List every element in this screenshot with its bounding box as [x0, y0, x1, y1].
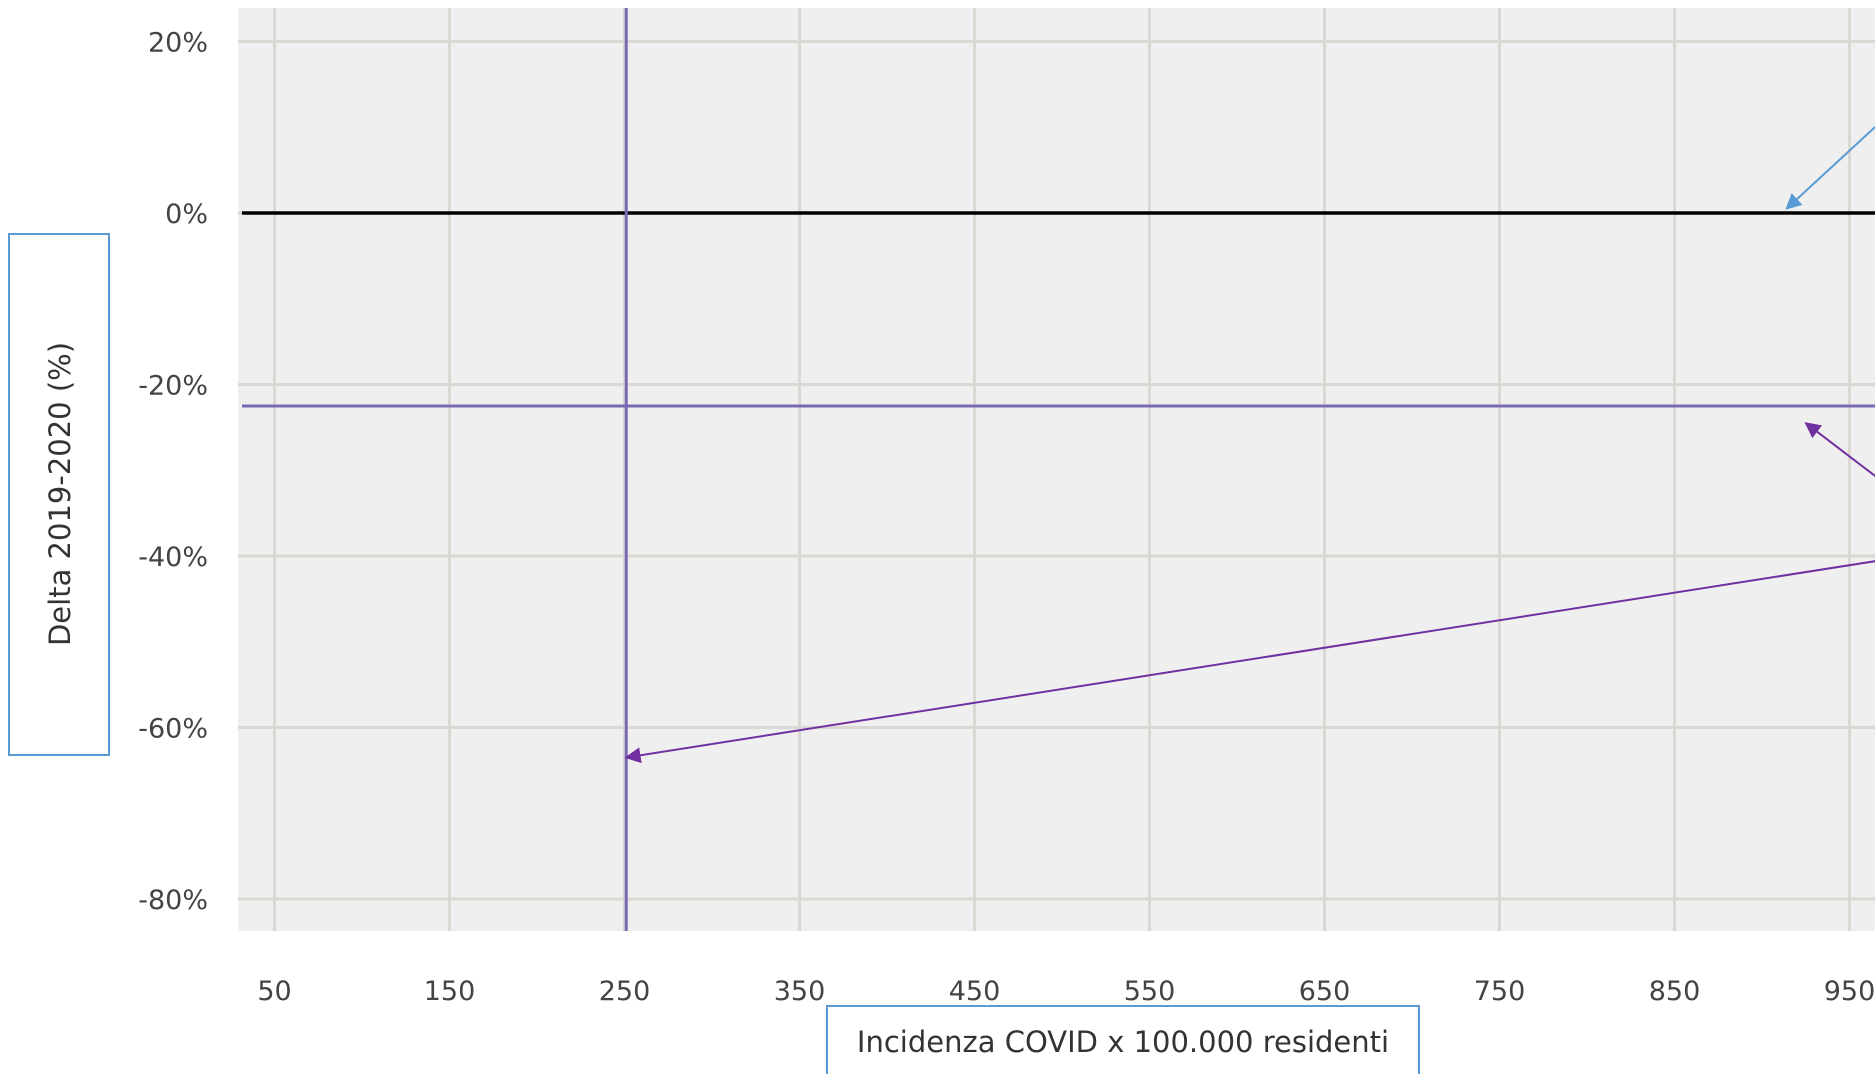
y-axis-title: Delta 2019-2020 (%): [43, 342, 77, 646]
x-axis-title: Incidenza COVID x 100.000 residenti: [857, 1025, 1389, 1059]
x-tick-label: 450: [949, 976, 1001, 1007]
x-tick-label: 650: [1299, 976, 1351, 1007]
x-tick-label: 750: [1474, 976, 1526, 1007]
annotation-arrow: [1804, 422, 1875, 478]
y-tick-label: -60%: [138, 714, 208, 745]
annotation-arrows: [624, 125, 1875, 764]
reference-lines: [242, 8, 1875, 931]
x-gridlines: [273, 8, 1851, 931]
y-axis-title-box: [8, 233, 110, 756]
x-tick-label: 250: [599, 976, 651, 1007]
annotation-arrow: [624, 560, 1875, 764]
plot-background: [238, 8, 1875, 931]
y-tick-label: 20%: [148, 28, 208, 59]
x-tick-label: 550: [1124, 976, 1176, 1007]
x-axis-title-box: [826, 1005, 1420, 1074]
x-tick-label: 350: [774, 976, 826, 1007]
y-tick-label: -40%: [138, 542, 208, 573]
x-tick-labels: 50 150 250 350 450 550 650 750 850 950: [257, 976, 1875, 1007]
annotation-arrow: [1785, 125, 1875, 210]
y-tick-label: 0%: [165, 199, 208, 230]
x-tick-label: 150: [424, 976, 476, 1007]
y-tick-label: -20%: [138, 371, 208, 402]
x-tick-label: 50: [257, 976, 291, 1007]
x-tick-label: 950: [1824, 976, 1875, 1007]
y-tick-label: -80%: [138, 885, 208, 916]
y-tick-labels: 20% 0% -20% -40% -60% -80%: [138, 28, 208, 917]
x-tick-label: 850: [1649, 976, 1701, 1007]
